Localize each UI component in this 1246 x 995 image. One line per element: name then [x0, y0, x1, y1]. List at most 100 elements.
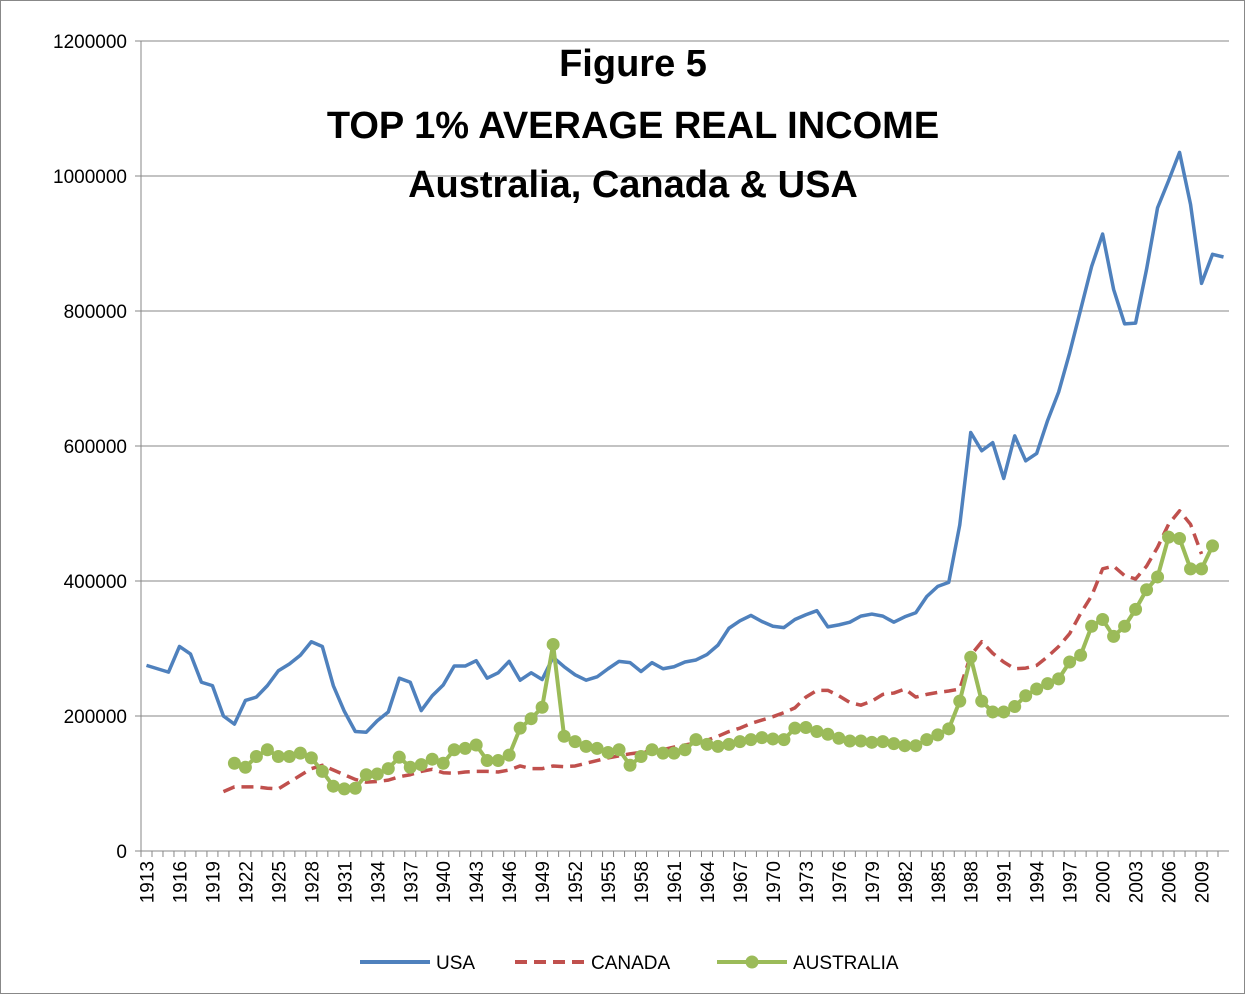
y-tick-label: 1200000 — [53, 32, 127, 53]
data-point — [381, 762, 395, 776]
x-tick-label: 1940 — [434, 861, 455, 903]
legend-label: USA — [436, 953, 475, 974]
data-point — [590, 741, 604, 755]
data-point — [1129, 602, 1143, 616]
x-tick-label: 1997 — [1061, 861, 1082, 903]
data-point — [1019, 689, 1033, 703]
data-point — [667, 746, 681, 760]
data-point — [1085, 619, 1099, 633]
data-point — [1173, 531, 1187, 545]
x-tick-label: 2009 — [1193, 861, 1214, 903]
data-point — [436, 756, 450, 770]
series-line — [222, 509, 1204, 794]
data-point — [986, 705, 1000, 719]
data-point — [480, 754, 494, 768]
data-point — [810, 725, 824, 739]
chart-title: Figure 5 — [559, 43, 707, 85]
data-point — [876, 735, 890, 749]
data-point — [1162, 530, 1176, 544]
x-tick-label: 1925 — [269, 861, 290, 903]
x-tick-label: 1976 — [830, 861, 851, 903]
chart-title: Australia, Canada & USA — [408, 164, 858, 206]
data-point — [689, 733, 703, 747]
x-tick-label: 1961 — [665, 861, 686, 903]
data-point — [403, 760, 417, 774]
data-point — [227, 756, 241, 770]
data-point — [513, 721, 527, 735]
data-point — [975, 694, 989, 708]
data-point — [579, 739, 593, 753]
x-tick-label: 1949 — [533, 861, 554, 903]
data-point — [832, 731, 846, 745]
data-point — [920, 733, 934, 747]
legend-label: CANADA — [591, 953, 671, 974]
x-tick-label: 2006 — [1160, 861, 1181, 903]
data-point — [535, 700, 549, 714]
x-tick-label: 1964 — [698, 861, 719, 904]
data-point — [645, 743, 659, 757]
data-point — [744, 733, 758, 747]
data-point — [843, 734, 857, 748]
x-tick-label: 1928 — [302, 861, 323, 903]
data-point — [799, 720, 813, 734]
x-tick-label: 1988 — [962, 861, 983, 903]
data-point — [656, 746, 670, 760]
data-point — [524, 712, 538, 726]
x-tick-label: 1937 — [401, 861, 422, 903]
data-point — [854, 734, 868, 748]
data-point — [1184, 562, 1198, 576]
x-tick-label: 1982 — [896, 861, 917, 903]
data-point — [249, 750, 263, 763]
x-tick-label: 1931 — [335, 861, 356, 903]
data-point — [788, 721, 802, 735]
y-tick-label: 0 — [116, 842, 127, 863]
data-point — [1151, 570, 1165, 584]
y-tick-label: 200000 — [64, 707, 127, 728]
chart-title: TOP 1% AVERAGE REAL INCOME — [327, 105, 939, 147]
data-point — [997, 705, 1011, 719]
y-tick-label: 1000000 — [53, 167, 127, 188]
data-point — [557, 729, 571, 743]
data-point — [304, 751, 318, 765]
x-tick-label: 1919 — [203, 861, 224, 903]
data-point — [634, 750, 648, 763]
data-point — [348, 781, 362, 795]
y-tick-label: 400000 — [64, 572, 127, 593]
x-tick-label: 1973 — [797, 861, 818, 903]
data-point — [755, 731, 769, 745]
data-point — [425, 752, 439, 766]
x-tick-label: 1958 — [632, 861, 653, 903]
data-point — [1195, 562, 1209, 576]
data-point — [1030, 682, 1044, 696]
y-tick-label: 800000 — [64, 302, 127, 323]
data-point — [260, 743, 274, 757]
data-point — [502, 748, 516, 762]
x-tick-label: 1934 — [368, 861, 389, 904]
data-point — [722, 737, 736, 751]
data-point — [282, 750, 296, 763]
data-point — [458, 741, 472, 755]
data-point — [821, 727, 835, 741]
data-point — [469, 738, 483, 752]
data-point — [238, 760, 252, 774]
x-tick-label: 1991 — [995, 861, 1016, 903]
data-point — [1074, 648, 1088, 662]
data-point — [359, 768, 373, 782]
data-point — [414, 758, 428, 772]
data-point — [546, 637, 560, 651]
data-point — [392, 750, 406, 764]
data-point — [491, 754, 505, 768]
data-point — [1052, 672, 1066, 686]
x-tick-label: 1970 — [764, 861, 785, 903]
data-point — [931, 728, 945, 742]
data-point — [700, 737, 714, 751]
data-point — [1063, 655, 1077, 669]
x-tick-label: 1967 — [731, 861, 752, 903]
data-point — [447, 743, 461, 757]
data-point — [898, 739, 912, 753]
data-point — [315, 764, 329, 778]
data-point — [612, 743, 626, 757]
legend-label: AUSTRALIA — [793, 953, 899, 974]
x-tick-label: 1943 — [467, 861, 488, 903]
data-point — [1118, 619, 1132, 633]
